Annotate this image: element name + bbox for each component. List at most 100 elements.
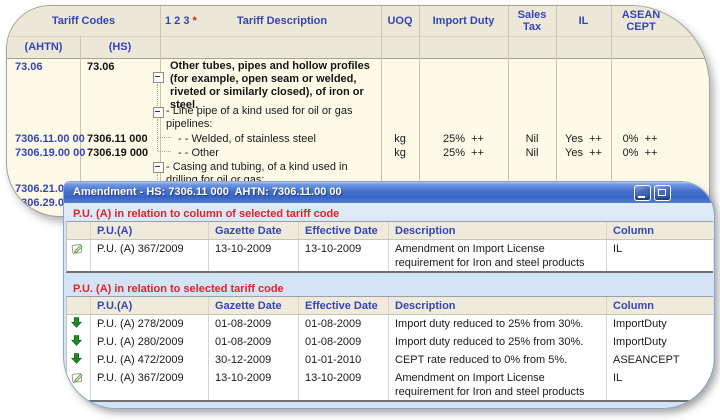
ahtn-code-73061100[interactable]: 7306.11.00 00 <box>15 133 85 145</box>
header-uoq: UOQ <box>387 15 413 27</box>
column-value: ASEANCEPT <box>613 354 680 366</box>
effective-date-value: 01-08-2009 <box>299 315 389 333</box>
header-ahtn: (AHTN) <box>24 41 63 53</box>
description-column-header: Description <box>389 297 607 314</box>
description-column-header: Description <box>389 222 607 239</box>
section-column-label: P.U. (A) in relation to column of select… <box>73 208 340 220</box>
icon-column-header <box>67 297 91 314</box>
row-import-duty: 25% ++ <box>443 133 484 145</box>
table-row[interactable]: P.U. (A) 367/2009 13-10-2009 13-10-2009 … <box>67 240 713 271</box>
ahtn-code-73061900[interactable]: 7306.19.00 00 <box>15 147 86 159</box>
dialog-title: Amendment - HS: 7306.11 000 AHTN: 7306.1… <box>73 186 342 198</box>
rate-decrease-icon <box>71 353 82 367</box>
header-import-duty: Import Duty <box>432 15 495 27</box>
column-divider <box>508 6 509 216</box>
pua-value: P.U. (A) 278/2009 <box>91 315 209 333</box>
header-levels-star: * <box>192 15 197 27</box>
hs-code-730619[interactable]: 7306.19 000 <box>87 147 149 159</box>
gazette-date-value: 30-12-2009 <box>209 351 299 369</box>
window-minimize-button[interactable] <box>634 185 651 201</box>
column-divider <box>611 6 612 216</box>
effective-date-column-header: Effective Date <box>299 297 389 314</box>
header-hs: (HS) <box>108 41 132 53</box>
icon-column-header <box>67 222 91 239</box>
section-tariff-label: P.U. (A) in relation to selected tariff … <box>73 283 284 295</box>
chapter-description[interactable]: Other tubes, pipes and hollow profiles (… <box>170 60 370 111</box>
description-value: Amendment on Import License requirement … <box>389 240 607 271</box>
tree-collapse-icon[interactable] <box>153 107 164 118</box>
group-line-pipe[interactable]: - Line pipe of a kind used for oil or ga… <box>166 105 353 130</box>
description-value: Import duty reduced to 25% from 30%. <box>389 333 607 351</box>
description-value: Import duty reduced to 25% from 30%. <box>389 315 607 333</box>
rate-decrease-icon <box>71 317 82 331</box>
header-tariff-codes: Tariff Codes <box>51 15 116 27</box>
column-amendments-table: P.U.(A) Gazette Date Effective Date Desc… <box>66 221 713 273</box>
effective-date-value: 13-10-2009 <box>299 369 389 400</box>
pua-value: P.U. (A) 280/2009 <box>91 333 209 351</box>
pua-value: P.U. (A) 367/2009 <box>91 369 209 400</box>
row-sales-tax: Nil <box>525 147 539 159</box>
row-description[interactable]: - - Welded, of stainless steel <box>178 133 316 145</box>
pua-column-header: P.U.(A) <box>91 297 209 314</box>
note-icon <box>71 244 84 258</box>
header-row-divider <box>7 36 709 37</box>
description-value: CEPT rate reduced to 0% from 5%. <box>389 351 607 369</box>
table-row[interactable]: P.U. (A) 280/2009 01-08-2009 01-08-2009 … <box>67 333 713 351</box>
row-asean-cept: 0% ++ <box>622 147 658 159</box>
column-column-header: Column <box>613 225 654 237</box>
effective-date-value: 13-10-2009 <box>299 240 389 271</box>
row-asean-cept: 0% ++ <box>622 133 658 145</box>
header-asean-cept: ASEAN CEPT <box>621 9 661 33</box>
header-il: IL <box>578 15 589 27</box>
dialog-title-bar[interactable]: Amendment - HS: 7306.11 000 AHTN: 7306.1… <box>64 182 714 203</box>
header-sales-tax: Sales Tax <box>517 9 547 33</box>
header-tariff-description: Tariff Description <box>236 15 328 27</box>
gazette-date-column-header: Gazette Date <box>209 222 299 239</box>
hs-code-730611[interactable]: 7306.11 000 <box>87 133 148 145</box>
table-row[interactable]: P.U. (A) 472/2009 30-12-2009 01-01-2010 … <box>67 351 713 369</box>
column-column-header: Column <box>613 300 654 312</box>
column-divider <box>381 6 382 216</box>
header-levels: 1 2 3 * <box>165 15 197 27</box>
row-description[interactable]: - - Other <box>178 147 219 159</box>
pua-column-header: P.U.(A) <box>91 222 209 239</box>
ahtn-code-7306[interactable]: 73.06 <box>15 61 43 73</box>
tree-connector <box>158 151 171 152</box>
table-row[interactable]: P.U. (A) 367/2009 13-10-2009 13-10-2009 … <box>67 369 713 400</box>
tariff-grid-header <box>7 6 709 59</box>
column-value: ImportDuty <box>613 336 667 348</box>
table-header-row: P.U.(A) Gazette Date Effective Date Desc… <box>67 297 713 315</box>
pua-value: P.U. (A) 367/2009 <box>91 240 209 271</box>
row-import-duty: 25% ++ <box>443 147 484 159</box>
tariff-grid-card: Tariff Codes 1 2 3 * Tariff Description … <box>6 5 710 217</box>
effective-date-value: 01-08-2009 <box>299 333 389 351</box>
tree-connector <box>158 137 171 138</box>
column-divider <box>419 6 420 216</box>
note-icon <box>71 373 84 387</box>
header-levels-numbers: 1 2 3 <box>165 15 190 27</box>
hs-code-7306[interactable]: 73.06 <box>87 61 115 73</box>
tree-collapse-icon[interactable] <box>153 72 164 83</box>
row-il: Yes ++ <box>565 147 602 159</box>
amendment-dialog: Amendment - HS: 7306.11 000 AHTN: 7306.1… <box>64 182 714 408</box>
column-value: IL <box>613 372 623 384</box>
tree-connector <box>157 119 158 151</box>
gazette-date-column-header: Gazette Date <box>209 297 299 314</box>
pua-value: P.U. (A) 472/2009 <box>91 351 209 369</box>
column-divider <box>80 36 81 216</box>
column-value: IL <box>613 243 623 255</box>
gazette-date-value: 13-10-2009 <box>209 240 299 271</box>
tree-collapse-icon[interactable] <box>153 162 164 173</box>
row-uoq: kg <box>394 147 406 159</box>
table-header-row: P.U.(A) Gazette Date Effective Date Desc… <box>67 222 713 240</box>
column-divider <box>556 6 557 216</box>
gazette-date-value: 01-08-2009 <box>209 333 299 351</box>
tariff-amendments-table: P.U.(A) Gazette Date Effective Date Desc… <box>66 296 713 402</box>
description-value: Amendment on Import License requirement … <box>389 369 607 400</box>
row-uoq: kg <box>394 133 406 145</box>
row-sales-tax: Nil <box>525 133 539 145</box>
table-row[interactable]: P.U. (A) 278/2009 01-08-2009 01-08-2009 … <box>67 315 713 333</box>
window-maximize-button[interactable] <box>654 185 671 201</box>
row-il: Yes ++ <box>565 133 602 145</box>
